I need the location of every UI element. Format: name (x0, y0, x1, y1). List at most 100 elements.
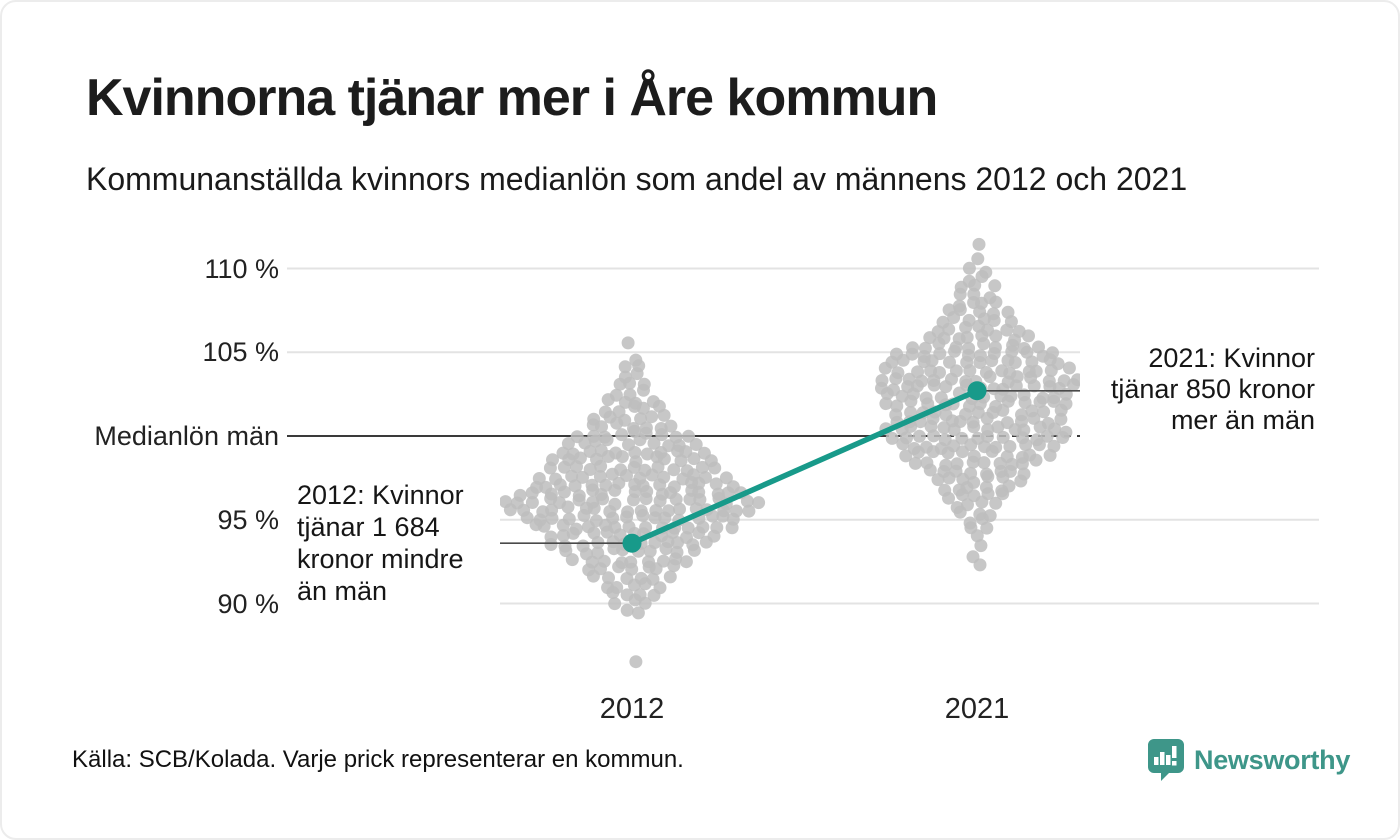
municipality-dot (618, 360, 632, 374)
municipality-dot (725, 521, 739, 535)
municipality-dot (561, 500, 575, 514)
municipality-dot (601, 393, 615, 407)
municipality-dot (595, 420, 608, 434)
municipality-dot (904, 394, 918, 408)
municipality-dot (896, 437, 910, 451)
municipality-dot (927, 378, 941, 392)
municipality-dot (520, 511, 534, 525)
municipality-dot (716, 509, 730, 523)
municipality-dot (636, 509, 650, 522)
municipality-dot (699, 535, 713, 549)
municipality-dot (963, 364, 977, 378)
municipality-dot (525, 486, 539, 500)
municipality-dot (878, 361, 892, 375)
municipality-dot (639, 492, 653, 506)
municipality-dot (657, 408, 671, 422)
municipality-dot (1047, 394, 1061, 408)
municipality-dot (1037, 405, 1051, 419)
municipality-dot (674, 454, 688, 468)
municipality-dot (1067, 378, 1080, 392)
annotation-2021: 2021: Kvinnor tjänar 850 kronor mer än m… (1080, 343, 1320, 440)
municipality-dot (996, 430, 1010, 444)
y-tick-90: 90 % (217, 588, 279, 619)
municipality-dot (664, 419, 678, 433)
municipality-dot (683, 492, 697, 506)
municipality-dot (975, 495, 989, 509)
municipality-dot (594, 459, 608, 473)
municipality-dot (959, 320, 973, 334)
municipality-dot (991, 420, 1005, 434)
municipality-dot (941, 446, 955, 460)
municipality-dot (925, 354, 939, 368)
municipality-dot (629, 655, 643, 669)
municipality-dot (556, 518, 570, 532)
municipality-dot (610, 416, 624, 430)
municipality-dot (708, 461, 722, 475)
municipality-dot (682, 429, 695, 443)
municipality-dot (931, 473, 945, 487)
municipality-dot (996, 403, 1010, 417)
municipality-dot (1043, 448, 1057, 462)
municipality-dot (586, 569, 600, 583)
y-tick-median-men: Medianlön män (94, 421, 279, 451)
municipality-dot (612, 560, 626, 574)
municipality-dot (972, 237, 986, 251)
municipality-dot (647, 588, 661, 602)
highlight-line (630, 388, 979, 546)
municipality-dot (620, 603, 634, 617)
municipality-dot (971, 252, 985, 266)
municipality-dot (621, 336, 635, 350)
municipality-dot (615, 428, 629, 442)
municipality-dot (643, 544, 657, 558)
annotation-line: tjänar 850 kronor (1110, 374, 1315, 404)
annotation-line: kronor mindre (297, 544, 464, 574)
municipality-dot (648, 511, 662, 525)
municipality-dot (962, 261, 976, 275)
municipality-dot (638, 596, 652, 610)
municipality-dot (627, 493, 640, 507)
municipality-dot (636, 401, 650, 415)
chart-subtitle: Kommunanställda kvinnors medianlön som a… (86, 161, 1188, 197)
municipality-dot (740, 494, 754, 508)
municipality-dot (1032, 438, 1046, 452)
municipality-dot (655, 428, 669, 442)
municipality-dot (543, 461, 557, 475)
municipality-dot (975, 270, 989, 283)
municipality-dot (649, 562, 663, 576)
municipality-dot (615, 450, 629, 464)
municipality-dot (1019, 438, 1033, 452)
municipality-dot (1027, 379, 1041, 393)
municipality-dot (663, 570, 677, 584)
municipality-dot (1000, 323, 1014, 337)
municipality-dot (600, 525, 614, 539)
municipality-dot (566, 526, 580, 540)
municipality-dot (923, 463, 937, 477)
municipality-dot (671, 536, 684, 550)
municipality-dot (658, 511, 672, 525)
municipality-dot (899, 449, 913, 463)
municipality-dot (587, 501, 601, 515)
municipality-dot (623, 376, 637, 390)
municipality-dot (613, 377, 627, 391)
municipality-dot (503, 503, 517, 517)
source-note: Källa: SCB/Kolada. Varje prick represent… (72, 746, 684, 773)
highlight-dot-2021 (967, 381, 987, 401)
municipality-dot (556, 529, 570, 543)
municipality-dot (980, 521, 994, 535)
municipality-dot (977, 456, 991, 470)
municipality-dot (637, 383, 650, 397)
municipality-dot (709, 477, 723, 491)
municipality-dot (927, 429, 941, 443)
annotation-2012: 2012: Kvinnor tjänar 1 684 kronor mindre… (287, 479, 500, 615)
municipality-dot (544, 538, 558, 551)
municipality-dot (565, 553, 579, 567)
municipality-dot (981, 470, 995, 484)
newsworthy-logo: Newsworthy (1146, 738, 1350, 782)
newsworthy-logo-text: Newsworthy (1194, 745, 1351, 775)
municipality-dot (537, 519, 551, 533)
municipality-dot (1062, 361, 1076, 375)
municipality-dot (977, 337, 991, 351)
annotation-line: 2021: Kvinnor (1148, 343, 1315, 373)
municipality-dot (608, 483, 622, 497)
